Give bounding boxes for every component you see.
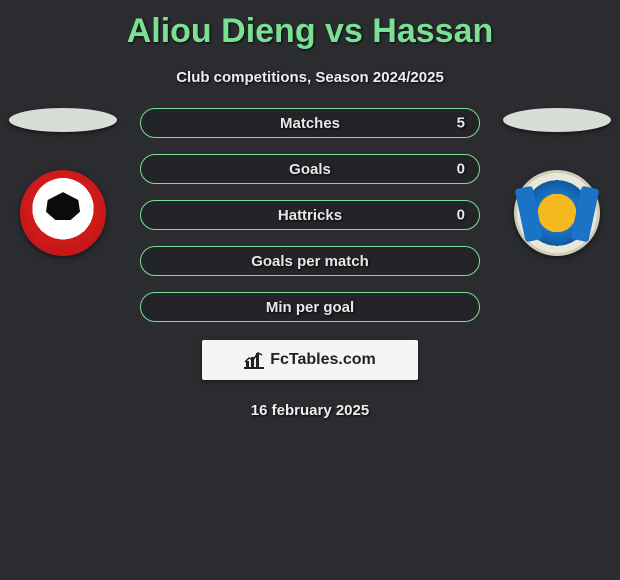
stat-row-goals-per-match: Goals per match bbox=[140, 246, 480, 276]
stat-row-min-per-goal: Min per goal bbox=[140, 292, 480, 322]
stat-right-value: 0 bbox=[457, 161, 465, 178]
comparison-date: 16 february 2025 bbox=[0, 402, 620, 419]
stat-label: Goals per match bbox=[251, 253, 369, 270]
stat-label: Matches bbox=[280, 115, 340, 132]
stat-label: Goals bbox=[289, 161, 331, 178]
player-right-avatar-placeholder bbox=[503, 108, 611, 132]
club-badge-right bbox=[514, 170, 600, 256]
stat-right-value: 5 bbox=[457, 115, 465, 132]
comparison-title: Aliou Dieng vs Hassan bbox=[0, 0, 620, 51]
comparison-main: Matches 5 Goals 0 Hattricks 0 Goals per … bbox=[0, 108, 620, 322]
bar-chart-icon bbox=[244, 351, 264, 369]
player-left-avatar-placeholder bbox=[9, 108, 117, 132]
stat-row-goals: Goals 0 bbox=[140, 154, 480, 184]
brand-badge[interactable]: FcTables.com bbox=[202, 340, 418, 380]
stat-label: Hattricks bbox=[278, 207, 342, 224]
stat-row-hattricks: Hattricks 0 bbox=[140, 200, 480, 230]
brand-text: FcTables.com bbox=[270, 351, 376, 369]
stats-column: Matches 5 Goals 0 Hattricks 0 Goals per … bbox=[140, 108, 480, 322]
club-badge-left bbox=[20, 170, 106, 256]
comparison-subtitle: Club competitions, Season 2024/2025 bbox=[0, 69, 620, 86]
player-left-column bbox=[8, 108, 118, 256]
player-right-column bbox=[502, 108, 612, 256]
stat-label: Min per goal bbox=[266, 299, 354, 316]
stat-row-matches: Matches 5 bbox=[140, 108, 480, 138]
stat-right-value: 0 bbox=[457, 207, 465, 224]
